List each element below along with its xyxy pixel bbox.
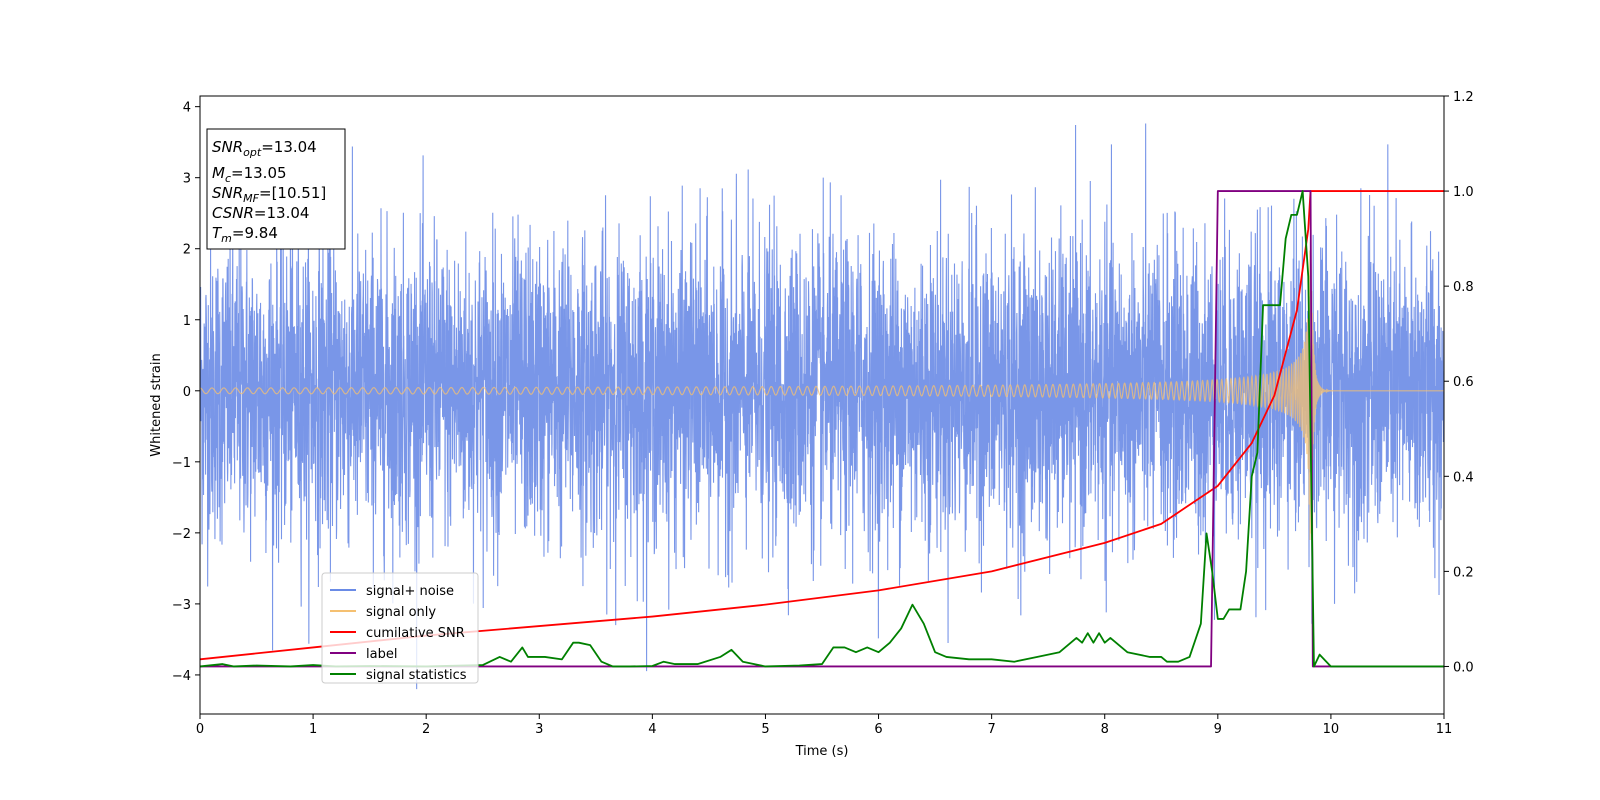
legend: signal+ noise signal only cumilative SNR la…: [321, 572, 479, 684]
legend-label: signal only: [366, 605, 436, 620]
series-signal-noise-line: [200, 123, 1444, 690]
y-right-tick-label: 0.2: [1453, 565, 1474, 580]
y-axis-label: Whitened strain: [149, 353, 164, 456]
x-tick-label: 11: [1436, 722, 1453, 737]
legend-items: signal+ noise signal only cumilative SNR la…: [330, 584, 467, 683]
plot-frame: [199, 95, 1445, 715]
legend-label: cumilative SNR: [366, 626, 465, 641]
y-tick-label: 3: [183, 172, 191, 187]
mc-var: M: [212, 164, 225, 182]
annotation-snr-mf: SNRMF=[10.51]: [212, 184, 326, 205]
series-signal-statistics-line: [200, 190, 1444, 668]
csnr-value: =13.04: [254, 204, 310, 222]
snr-opt-sub: opt: [243, 146, 262, 159]
y-tick-label: −1: [172, 456, 191, 471]
x-axis-label: Time (s): [795, 744, 849, 759]
annotation-box: SNRopt=13.04 Mc=13.05 SNRMF=[10.51] CSNR…: [206, 128, 346, 250]
snr-opt-var: SNR: [212, 138, 243, 156]
y-tick-label: 2: [183, 243, 191, 258]
x-tick-label: 5: [761, 722, 769, 737]
x-axis: 0 1 2 3 4 5 6 7 8 9 10 11: [196, 714, 1452, 737]
legend-frame: [321, 572, 479, 684]
series-layer: [200, 123, 1444, 690]
y-tick-label: 0: [183, 385, 191, 400]
annotation-csnr: CSNR=13.04: [212, 204, 309, 222]
y-tick-label: 1: [183, 314, 191, 329]
y-axis-right: 0.0 0.2 0.4 0.6 0.8 1.0 1.2: [1444, 90, 1474, 675]
annotation-frame: [206, 128, 346, 250]
y-right-tick-label: 0.0: [1453, 660, 1474, 675]
y-tick-label: −3: [172, 598, 191, 613]
y-right-tick-label: 1.0: [1453, 185, 1474, 200]
y-right-tick-label: 0.8: [1453, 280, 1474, 295]
tm-sub: m: [221, 232, 232, 245]
plot-area: [199, 95, 1445, 715]
snr-mf-value: =[10.51]: [259, 184, 326, 202]
x-tick-label: 7: [987, 722, 995, 737]
snr-mf-var: SNR: [212, 184, 243, 202]
y-tick-label: 4: [183, 101, 191, 116]
x-tick-label: 3: [535, 722, 543, 737]
x-tick-label: 9: [1214, 722, 1222, 737]
x-tick-label: 0: [196, 722, 204, 737]
y-tick-label: −4: [172, 669, 191, 684]
annotation-tm: Tm=9.84: [212, 224, 278, 245]
x-tick-label: 10: [1323, 722, 1340, 737]
annotation-mc: Mc=13.05: [212, 164, 287, 185]
snr-opt-value: =13.04: [261, 138, 317, 156]
series-signal-only-line: [200, 241, 1444, 540]
x-tick-label: 6: [874, 722, 882, 737]
x-tick-label: 4: [648, 722, 656, 737]
y-axis-left: −4 −3 −2 −1 0 1 2 3 4: [172, 101, 200, 684]
x-tick-label: 8: [1101, 722, 1109, 737]
mc-sub: c: [225, 172, 231, 185]
y-right-tick-label: 0.4: [1453, 470, 1474, 485]
csnr-var: CSNR: [212, 204, 254, 222]
y-right-tick-label: 0.6: [1453, 375, 1474, 390]
legend-label: signal statistics: [366, 668, 467, 683]
tm-value: =9.84: [232, 224, 278, 242]
mc-value: =13.05: [231, 164, 287, 182]
series-cumilative-snr-line: [200, 190, 1444, 661]
y-tick-label: −2: [172, 527, 191, 542]
tm-var: T: [212, 224, 223, 242]
x-tick-label: 1: [309, 722, 317, 737]
x-tick-label: 2: [422, 722, 430, 737]
annotation-snr-opt: SNRopt=13.04: [212, 138, 317, 159]
legend-label: label: [366, 647, 397, 662]
legend-label: signal+ noise: [366, 584, 454, 599]
y-right-tick-label: 1.2: [1453, 90, 1474, 105]
snr-mf-sub: MF: [243, 192, 259, 205]
